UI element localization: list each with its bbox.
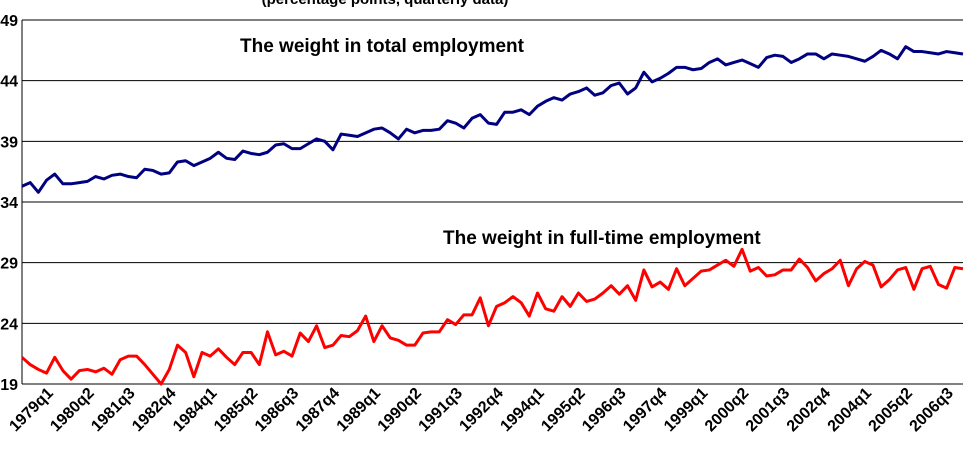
x-tick-label: 1996q3 [579, 385, 629, 435]
line-series [21, 45, 964, 194]
y-tick-label: 29 [0, 256, 18, 273]
y-tick-label: 39 [0, 134, 18, 151]
annotation: The weight in full-time employment [443, 228, 761, 249]
x-tick-label: 1980q2 [47, 385, 97, 435]
x-tick-label: 1982q4 [129, 385, 179, 435]
x-tick-label: 1981q3 [88, 385, 138, 435]
x-tick-label: 1984q1 [170, 385, 220, 435]
x-tick-label: 1985q2 [211, 385, 261, 435]
x-tick-label: 2000q2 [702, 385, 752, 435]
chart-subtitle: (percentage points, quarterly data) [262, 0, 509, 8]
x-tick-label: 1992q4 [456, 385, 506, 435]
y-tick-label: 24 [0, 316, 18, 333]
x-tick-label: 2001q3 [743, 385, 793, 435]
x-tick-label: 1995q2 [538, 385, 588, 435]
y-tick-label: 34 [0, 195, 18, 212]
x-tick-label: 1990q2 [375, 385, 425, 435]
x-tick-label: 1999q1 [661, 385, 711, 435]
x-tick-label: 1991q3 [416, 385, 466, 435]
x-tick-label: 1986q3 [252, 385, 302, 435]
y-tick-label: 19 [0, 377, 18, 394]
x-tick-label: 1994q1 [497, 385, 547, 435]
annotation: The weight in total employment [240, 36, 525, 57]
x-tick-label: 2005q2 [866, 385, 916, 435]
x-tick-label: 2006q3 [907, 385, 957, 435]
y-tick-label: 49 [0, 13, 18, 30]
y-tick-label: 44 [0, 74, 18, 91]
x-tick-label: 1989q1 [334, 385, 384, 435]
x-tick-label: 1987q4 [293, 385, 343, 435]
line-series [21, 247, 964, 386]
x-tick-label: 2004q1 [825, 385, 875, 435]
x-tick-label: 2002q4 [784, 385, 834, 435]
x-tick-label: 1997q4 [620, 385, 670, 435]
